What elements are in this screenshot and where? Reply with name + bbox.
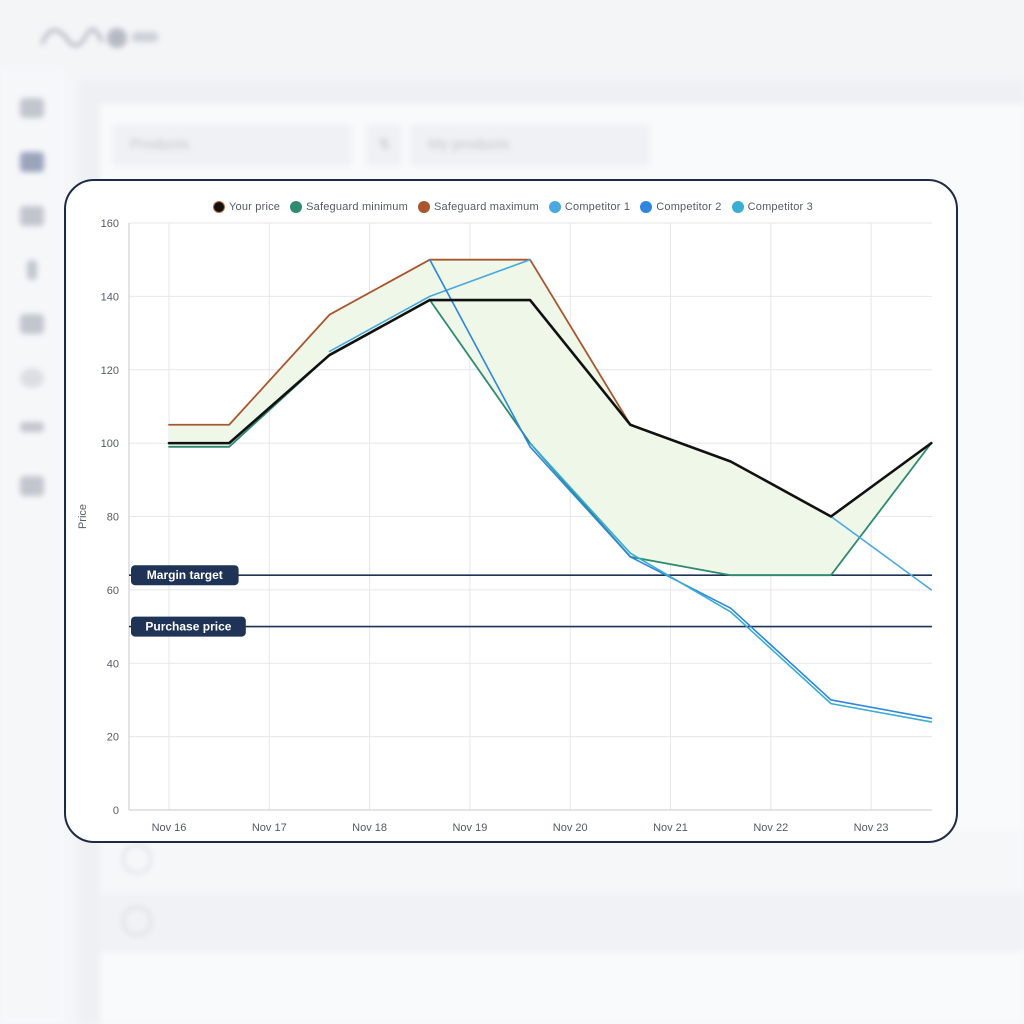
legend-swatch: [548, 201, 561, 213]
sidebar-dollar-icon[interactable]: [27, 260, 37, 280]
y-tick-label: 20: [107, 732, 119, 744]
row-checkbox[interactable]: [122, 844, 152, 874]
legend-item[interactable]: Safeguard minimum: [290, 201, 408, 213]
price-chart-card: Your price Safeguard minimum Safeguard max…: [64, 179, 958, 843]
reference-line-label: Purchase price: [145, 620, 231, 634]
x-tick-label: Nov 16: [152, 822, 187, 834]
legend-label: Competitor 1: [564, 201, 631, 213]
price-chart: 0 20 40 60 80 100 120 140 160 Nov 16 Nov 17 Nov 18 N…: [77, 218, 933, 834]
chart-legend: Your price Safeguard minimum Safeguard max…: [66, 196, 956, 218]
sidebar-info-icon[interactable]: [20, 368, 44, 388]
products-select[interactable]: Products: [112, 124, 352, 166]
legend-item[interactable]: Your price: [213, 201, 280, 213]
y-tick-label: 60: [107, 585, 119, 597]
sidebar-edit-icon[interactable]: [20, 314, 44, 334]
series-line-competitor-tail: [830, 515, 933, 591]
legend-label: Safeguard maximum: [433, 201, 539, 213]
filter-icon[interactable]: ⇅: [366, 124, 402, 166]
safeguard-band: [169, 259, 932, 576]
x-tick-label: Nov 23: [854, 822, 889, 834]
series-line-competitor-1: [328, 258, 531, 353]
y-axis-label: Price: [77, 504, 89, 529]
x-tick-label: Nov 19: [452, 822, 487, 834]
legend-swatch: [731, 201, 744, 213]
legend-item[interactable]: Competitor 2: [640, 201, 721, 213]
y-tick-label: 80: [107, 512, 119, 524]
legend-swatch: [290, 201, 303, 213]
sidebar-folder-icon[interactable]: [20, 476, 44, 496]
sidebar-home-icon[interactable]: [20, 98, 44, 118]
sidebar-chart-icon[interactable]: [20, 422, 44, 432]
legend-item[interactable]: Competitor 3: [731, 201, 813, 213]
y-tick-label: 140: [101, 291, 119, 303]
y-tick-label: 160: [101, 218, 119, 230]
x-tick-label: Nov 17: [252, 822, 287, 834]
legend-swatch: [417, 201, 430, 213]
x-tick-label: Nov 21: [653, 822, 688, 834]
brand-logo: [40, 28, 158, 48]
sidebar: [0, 70, 66, 1024]
y-tick-label: 120: [101, 365, 119, 377]
x-tick-label: Nov 22: [753, 822, 788, 834]
reference-line-label: Margin target: [147, 568, 223, 582]
x-tick-label: Nov 20: [553, 822, 588, 834]
y-tick-label: 100: [101, 438, 119, 450]
legend-item[interactable]: Competitor 1: [548, 201, 631, 213]
row-checkbox[interactable]: [122, 906, 152, 936]
legend-label: Your price: [229, 201, 281, 213]
legend-swatch: [640, 201, 653, 213]
y-tick-label: 0: [113, 805, 119, 817]
legend-label: Competitor 3: [747, 201, 813, 213]
x-tick-label: Nov 18: [352, 822, 387, 834]
legend-item[interactable]: Safeguard maximum: [417, 201, 539, 213]
y-tick-label: 40: [107, 658, 119, 670]
series-line-competitor-3: [529, 442, 933, 723]
series-line-your-price: [167, 298, 933, 518]
legend-swatch: [213, 201, 225, 213]
sidebar-box-icon[interactable]: [20, 152, 44, 172]
table-row[interactable]: [100, 892, 1024, 952]
reference-line-badge: [131, 565, 239, 586]
legend-label: Competitor 2: [656, 201, 722, 213]
reference-line-badge: [131, 616, 246, 637]
series-line-safeguard-maximum: [168, 258, 632, 426]
sidebar-grid-icon[interactable]: [20, 206, 44, 226]
legend-label: Safeguard minimum: [306, 201, 408, 213]
my-products-select[interactable]: My products: [410, 124, 650, 166]
